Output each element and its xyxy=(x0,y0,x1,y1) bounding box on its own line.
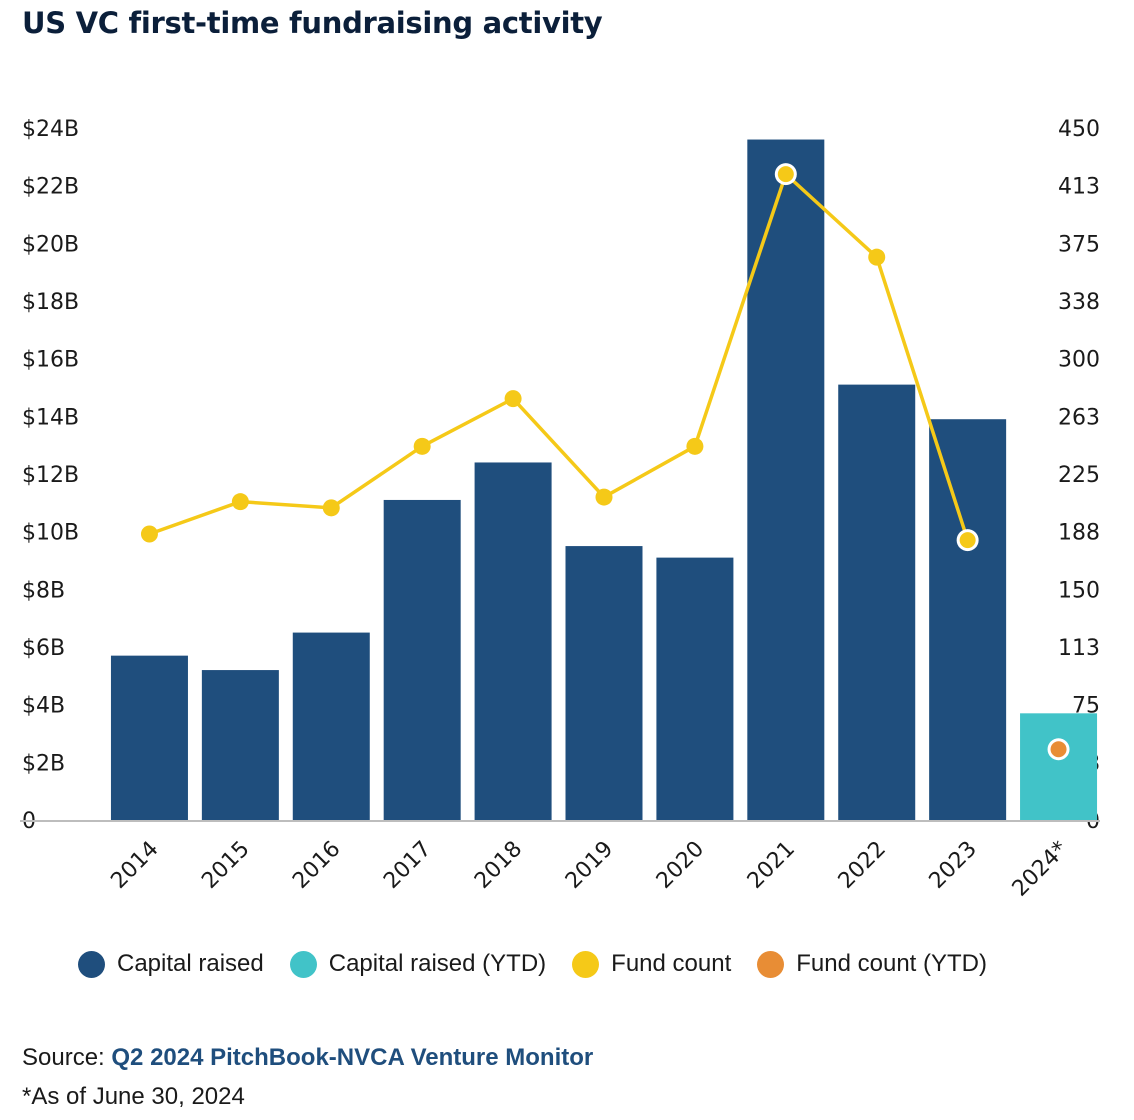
legend-swatch-fund-count-ytd xyxy=(757,950,785,978)
fund-count-point-2021 xyxy=(777,166,794,183)
legend-item-fund-count-ytd: Fund count (YTD) xyxy=(757,950,987,978)
legend-item-capital-raised-ytd: Capital raised (YTD) xyxy=(289,950,547,978)
y-right-tick-label: 263 xyxy=(1058,405,1100,430)
y-left-tick-label: $2B xyxy=(22,751,65,776)
bar-2016 xyxy=(292,632,370,820)
x-tick-label: 2017 xyxy=(379,837,436,894)
chart-title: US VC first-time fundraising activity xyxy=(22,6,603,40)
y-right-tick-label: 113 xyxy=(1058,636,1100,661)
y-left-tick-label: $20B xyxy=(22,232,79,257)
bar-2023 xyxy=(929,419,1007,820)
bar-2021 xyxy=(747,139,825,821)
source-link[interactable]: Q2 2024 PitchBook-NVCA Venture Monitor xyxy=(111,1044,594,1071)
legend-item-capital-raised: Capital raised xyxy=(78,950,264,978)
y-right-tick-label: 150 xyxy=(1058,578,1100,603)
x-tick-label: 2018 xyxy=(470,837,527,894)
bar-2022 xyxy=(838,384,916,820)
x-tick-label: 2021 xyxy=(743,837,800,894)
fund-count-point-2022 xyxy=(868,248,886,266)
bar-2019 xyxy=(565,546,643,820)
fund-count-point-2017 xyxy=(413,437,431,455)
y-left-tick-label: $6B xyxy=(22,636,65,661)
legend-swatch-fund-count xyxy=(572,950,600,978)
y-left-tick-label: $8B xyxy=(22,578,65,603)
y-left-tick-label: $12B xyxy=(22,463,79,488)
bar-2017 xyxy=(383,499,461,820)
fund-count-point-2020 xyxy=(686,437,704,455)
legend-label-capital-raised: Capital raised xyxy=(117,950,264,977)
bar-2014 xyxy=(110,655,188,820)
x-tick-label: 2014 xyxy=(106,837,163,894)
fund-count-ytd-point xyxy=(1050,741,1067,758)
y-right-tick-label: 375 xyxy=(1058,232,1100,257)
bar-2020 xyxy=(656,557,734,820)
y-right-tick-label: 300 xyxy=(1058,348,1100,373)
legend-label-fund-count: Fund count xyxy=(611,950,732,977)
y-left-tick-label: $16B xyxy=(22,348,79,373)
fund-count-point-2014 xyxy=(140,525,158,543)
source-line: Source: Q2 2024 PitchBook-NVCA Venture M… xyxy=(22,1044,593,1072)
y-right-tick-label: 413 xyxy=(1058,175,1100,200)
legend-label-capital-raised-ytd: Capital raised (YTD) xyxy=(328,950,547,977)
fund-count-point-2016 xyxy=(322,499,340,517)
source-prefix: Source: xyxy=(22,1044,112,1071)
fund-count-point-2018 xyxy=(504,390,522,408)
legend-item-fund-count: Fund count xyxy=(572,950,731,978)
fund-count-point-2015 xyxy=(231,493,249,511)
legend: Capital raised Capital raised (YTD) Fund… xyxy=(78,950,1013,978)
bar-2015 xyxy=(201,670,279,820)
y-right-tick-label: 450 xyxy=(1058,117,1100,142)
fund-count-point-2023 xyxy=(959,532,976,549)
footnote: *As of June 30, 2024 xyxy=(22,1083,245,1110)
bar-2018 xyxy=(474,462,552,820)
x-tick-label: 2023 xyxy=(925,837,982,894)
y-left-tick-label: $18B xyxy=(22,290,79,315)
legend-label-fund-count-ytd: Fund count (YTD) xyxy=(796,950,987,977)
x-tick-label: 2024* xyxy=(1008,837,1073,902)
y-left-tick-label: $4B xyxy=(22,694,65,719)
y-right-tick-label: 188 xyxy=(1058,521,1100,546)
y-left-tick-label: $22B xyxy=(22,175,79,200)
x-tick-label: 2015 xyxy=(197,837,254,894)
bar-2024 xyxy=(1020,713,1098,820)
fund-count-line xyxy=(148,172,970,541)
fund-count-point-2019 xyxy=(595,488,613,506)
y-left-tick-label: $24B xyxy=(22,117,79,142)
x-tick-label: 2019 xyxy=(561,837,618,894)
y-right-tick-label: 225 xyxy=(1058,463,1100,488)
y-left-tick-label: $14B xyxy=(22,405,79,430)
x-tick-label: 2016 xyxy=(288,837,345,894)
y-left-tick-label: $10B xyxy=(22,521,79,546)
x-tick-label: 2022 xyxy=(834,837,891,894)
legend-swatch-capital-raised xyxy=(78,950,105,978)
legend-swatch-capital-raised-ytd xyxy=(289,950,317,978)
y-right-tick-label: 338 xyxy=(1058,290,1100,315)
x-tick-label: 2020 xyxy=(652,837,709,894)
